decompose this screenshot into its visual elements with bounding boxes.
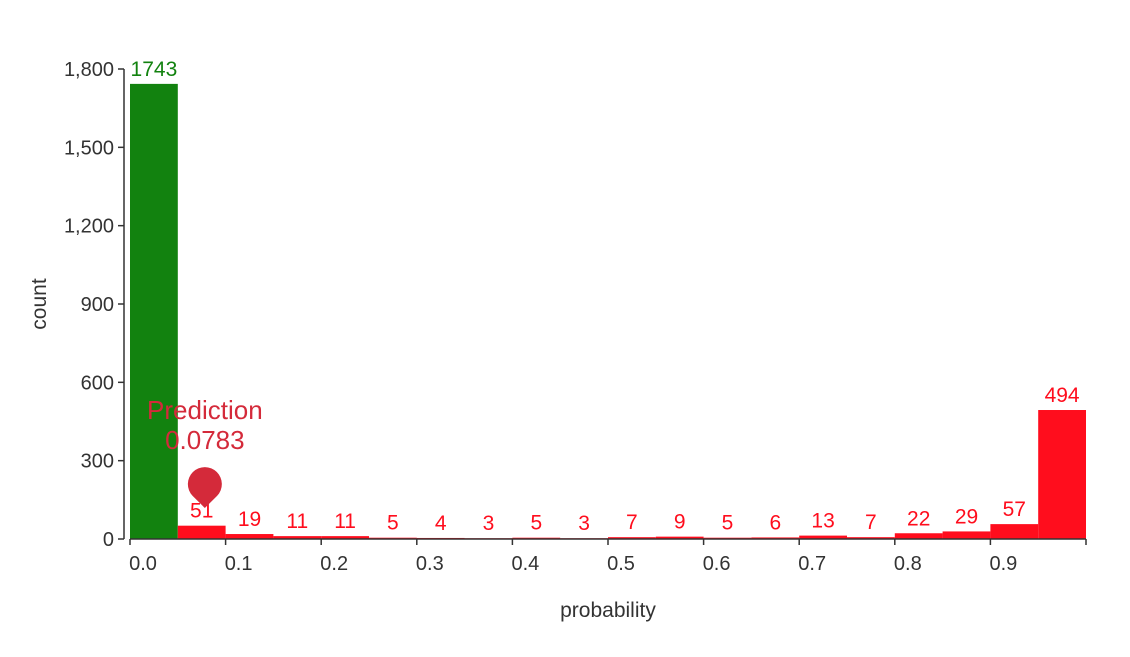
y-tick-label-3: 900 — [81, 294, 114, 316]
prediction-label: Prediction — [147, 395, 263, 425]
y-tick-label-1: 300 — [81, 451, 114, 473]
x-tick-label-2: 0.2 — [320, 553, 348, 575]
prediction-marker-group: Prediction 0.0783 — [147, 395, 263, 508]
bar-label-3: 11 — [286, 510, 308, 533]
bar-10 — [608, 537, 656, 539]
bar-label-8: 5 — [530, 512, 542, 535]
bar-label-16: 22 — [907, 507, 930, 530]
bar-label-10: 7 — [626, 511, 638, 534]
bar-label-6: 4 — [435, 512, 447, 535]
bar-label-17: 29 — [955, 505, 978, 528]
prediction-pin-icon — [187, 467, 222, 508]
bar-label-15: 7 — [865, 511, 877, 534]
y-tick-label-0: 0 — [103, 529, 114, 551]
x-tick-label-6: 0.6 — [703, 553, 731, 575]
bar-15 — [847, 537, 895, 539]
bar-16 — [894, 533, 943, 539]
bar-19 — [1038, 410, 1086, 539]
bar-2 — [225, 534, 274, 539]
bar-label-1: 51 — [190, 500, 213, 523]
bar-14 — [799, 535, 847, 539]
bar-4 — [321, 536, 369, 539]
bars-group — [130, 83, 1086, 539]
bar-label-11: 9 — [674, 511, 686, 534]
x-tick-label-1: 0.1 — [225, 553, 253, 575]
y-tick-label-4: 1,200 — [64, 216, 114, 238]
bar-label-13: 6 — [769, 511, 781, 534]
bar-label-9: 3 — [578, 512, 590, 535]
bar-17 — [942, 531, 991, 539]
bar-label-4: 11 — [334, 510, 356, 533]
bar-3 — [273, 536, 322, 539]
y-tick-label-2: 600 — [81, 372, 114, 394]
bar-label-0: 1743 — [131, 58, 178, 81]
bar-18 — [990, 524, 1039, 539]
x-tick-label-4: 0.4 — [511, 553, 539, 575]
bar-label-5: 5 — [387, 512, 399, 535]
x-axis-title: probability — [560, 599, 656, 622]
bar-1 — [177, 525, 226, 539]
y-tick-label-6: 1,800 — [64, 59, 114, 81]
x-tick-label-5: 0.5 — [607, 553, 635, 575]
bar-label-12: 5 — [722, 512, 734, 535]
axes-group: 0 300 600 900 1,200 1,500 1,800 0.0 0.1 0.2 0.3 0.4… — [64, 59, 1087, 575]
x-tick-label-9: 0.9 — [989, 553, 1017, 575]
x-tick-label-7: 0.7 — [798, 553, 826, 575]
bar-11 — [655, 536, 704, 539]
bar-label-7: 3 — [483, 512, 495, 535]
prediction-value: 0.0783 — [165, 425, 245, 455]
x-tick-label-8: 0.8 — [894, 553, 922, 575]
x-tick-label-0: 0.0 — [129, 553, 157, 575]
y-tick-label-5: 1,500 — [64, 137, 114, 159]
bar-label-14: 13 — [811, 510, 834, 533]
x-tick-label-3: 0.3 — [416, 553, 444, 575]
bar-label-19: 494 — [1045, 384, 1080, 407]
bar-label-2: 19 — [238, 508, 261, 531]
bar-0 — [130, 83, 178, 539]
y-axis-title: count — [28, 278, 51, 330]
bar-labels-group: 1743 51 19 11 11 5 4 3 5 3 7 9 5 6 13 7 22 29 57 494 — [131, 58, 1080, 535]
bar-label-18: 57 — [1003, 498, 1026, 521]
bar-13 — [751, 537, 800, 539]
